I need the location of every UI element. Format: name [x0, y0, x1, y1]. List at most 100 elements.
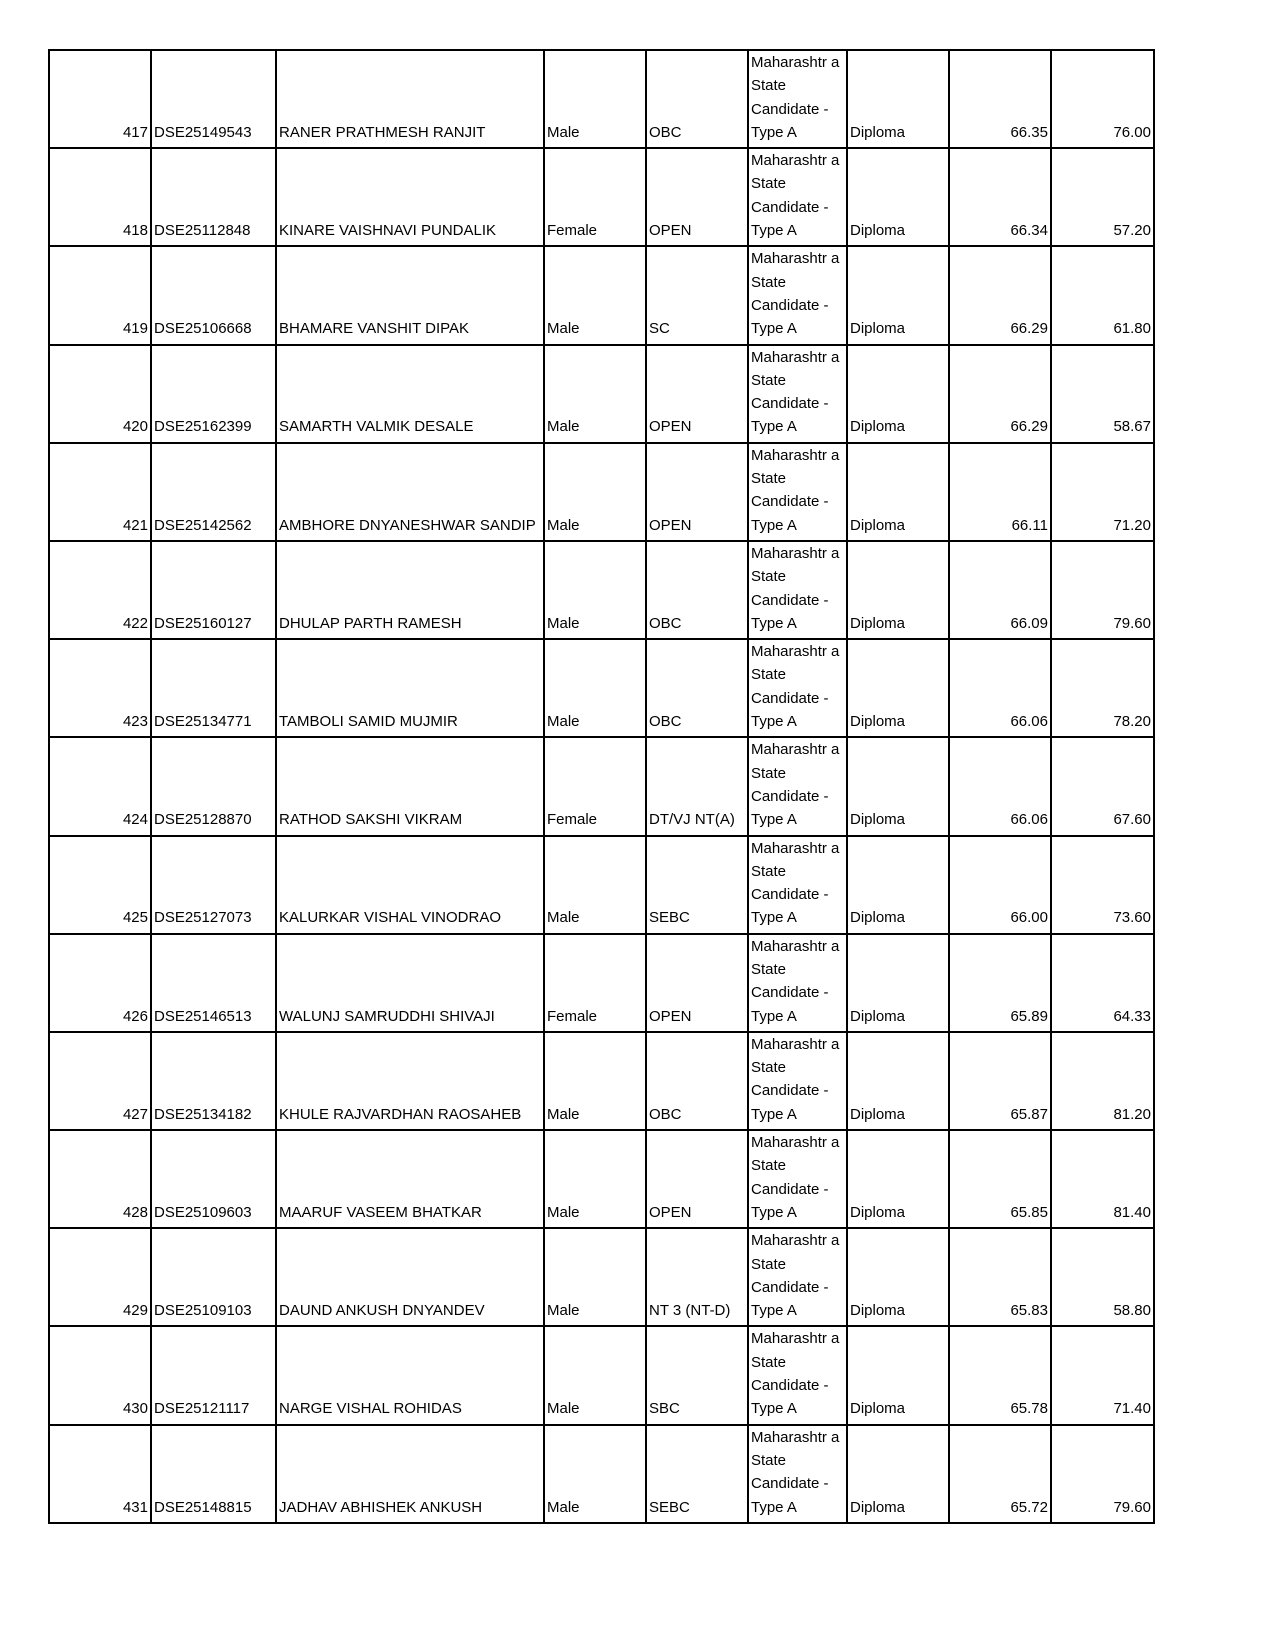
- candidate-name-cell: WALUNJ SAMRUDDHI SHIVAJI: [275, 932, 545, 1033]
- marks-cell: 57.20: [1050, 147, 1155, 248]
- gender-cell: Male: [543, 1129, 647, 1230]
- candidate-name-cell: TAMBOLI SAMID MUJMIR: [275, 638, 545, 739]
- application-id-cell: DSE25160127: [150, 539, 277, 641]
- gender-cell: Male: [543, 1030, 647, 1132]
- marks-cell: 67.60: [1050, 736, 1155, 837]
- serial-number-cell: 431: [48, 1423, 152, 1524]
- marks-cell: 78.20: [1050, 638, 1155, 739]
- qualification-cell: Diploma: [846, 932, 950, 1033]
- serial-number-cell: 419: [48, 245, 152, 346]
- candidature-type-cell: Maharashtr a State Candidate - Type A: [747, 245, 848, 346]
- candidature-type-cell: Maharashtr a State Candidate - Type A: [747, 539, 848, 641]
- candidate-name-cell: KHULE RAJVARDHAN RAOSAHEB: [275, 1030, 545, 1132]
- serial-number-cell: 418: [48, 147, 152, 248]
- qualification-cell: Diploma: [846, 1030, 950, 1132]
- table-row: 427 DSE25134182 KHULE RAJVARDHAN RAOSAHEB M…: [48, 1030, 1155, 1132]
- serial-number-cell: 422: [48, 539, 152, 641]
- qualification-cell: Diploma: [846, 539, 950, 641]
- table-row: 425 DSE25127073 KALURKAR VISHAL VINODRAO Ma…: [48, 834, 1155, 935]
- marks-cell: 76.00: [1050, 48, 1155, 150]
- category-cell: SC: [645, 245, 749, 346]
- candidate-name-cell: RANER PRATHMESH RANJIT: [275, 48, 545, 150]
- candidate-name-cell: DHULAP PARTH RAMESH: [275, 539, 545, 641]
- gender-cell: Male: [543, 1227, 647, 1328]
- table-row: 423 DSE25134771 TAMBOLI SAMID MUJMIR Male OB…: [48, 638, 1155, 739]
- gender-cell: Male: [543, 245, 647, 346]
- marks-cell: 79.60: [1050, 539, 1155, 641]
- serial-number-cell: 423: [48, 638, 152, 739]
- application-id-cell: DSE25142562: [150, 441, 277, 542]
- candidature-type-cell: Maharashtr a State Candidate - Type A: [747, 1423, 848, 1524]
- qualification-cell: Diploma: [846, 343, 950, 444]
- qualification-cell: Diploma: [846, 441, 950, 542]
- category-cell: OBC: [645, 638, 749, 739]
- candidature-type-cell: Maharashtr a State Candidate - Type A: [747, 147, 848, 248]
- score-cell: 66.06: [948, 736, 1052, 837]
- table-row: 430 DSE25121117 NARGE VISHAL ROHIDAS Male SB…: [48, 1325, 1155, 1426]
- table-row: 420 DSE25162399 SAMARTH VALMIK DESALE Male O…: [48, 343, 1155, 444]
- merit-list-table: 417 DSE25149543 RANER PRATHMESH RANJIT Male…: [48, 48, 1155, 1524]
- qualification-cell: Diploma: [846, 834, 950, 935]
- serial-number-cell: 424: [48, 736, 152, 837]
- score-cell: 66.29: [948, 245, 1052, 346]
- score-cell: 65.72: [948, 1423, 1052, 1524]
- serial-number-cell: 420: [48, 343, 152, 444]
- table-row: 424 DSE25128870 RATHOD SAKSHI VIKRAM Female…: [48, 736, 1155, 837]
- serial-number-cell: 425: [48, 834, 152, 935]
- table-row: 431 DSE25148815 JADHAV ABHISHEK ANKUSH Male…: [48, 1423, 1155, 1524]
- category-cell: OPEN: [645, 147, 749, 248]
- candidature-type-cell: Maharashtr a State Candidate - Type A: [747, 1129, 848, 1230]
- marks-cell: 71.20: [1050, 441, 1155, 542]
- score-cell: 66.06: [948, 638, 1052, 739]
- marks-cell: 81.20: [1050, 1030, 1155, 1132]
- score-cell: 65.83: [948, 1227, 1052, 1328]
- category-cell: OPEN: [645, 441, 749, 542]
- application-id-cell: DSE25134771: [150, 638, 277, 739]
- score-cell: 66.11: [948, 441, 1052, 542]
- serial-number-cell: 417: [48, 48, 152, 150]
- qualification-cell: Diploma: [846, 736, 950, 837]
- score-cell: 66.00: [948, 834, 1052, 935]
- gender-cell: Male: [543, 441, 647, 542]
- table-row: 426 DSE25146513 WALUNJ SAMRUDDHI SHIVAJI Fe…: [48, 932, 1155, 1033]
- category-cell: OBC: [645, 48, 749, 150]
- gender-cell: Male: [543, 834, 647, 935]
- score-cell: 65.85: [948, 1129, 1052, 1230]
- category-cell: OPEN: [645, 343, 749, 444]
- score-cell: 65.89: [948, 932, 1052, 1033]
- table-row: 422 DSE25160127 DHULAP PARTH RAMESH Male OBC…: [48, 539, 1155, 641]
- qualification-cell: Diploma: [846, 1325, 950, 1426]
- marks-cell: 73.60: [1050, 834, 1155, 935]
- marks-cell: 81.40: [1050, 1129, 1155, 1230]
- application-id-cell: DSE25109103: [150, 1227, 277, 1328]
- gender-cell: Male: [543, 343, 647, 444]
- application-id-cell: DSE25148815: [150, 1423, 277, 1524]
- marks-cell: 58.80: [1050, 1227, 1155, 1328]
- marks-cell: 64.33: [1050, 932, 1155, 1033]
- serial-number-cell: 430: [48, 1325, 152, 1426]
- serial-number-cell: 429: [48, 1227, 152, 1328]
- score-cell: 65.78: [948, 1325, 1052, 1426]
- marks-cell: 71.40: [1050, 1325, 1155, 1426]
- application-id-cell: DSE25109603: [150, 1129, 277, 1230]
- category-cell: SBC: [645, 1325, 749, 1426]
- qualification-cell: Diploma: [846, 147, 950, 248]
- qualification-cell: Diploma: [846, 1129, 950, 1230]
- serial-number-cell: 421: [48, 441, 152, 542]
- candidature-type-cell: Maharashtr a State Candidate - Type A: [747, 1030, 848, 1132]
- candidate-name-cell: SAMARTH VALMIK DESALE: [275, 343, 545, 444]
- score-cell: 66.35: [948, 48, 1052, 150]
- application-id-cell: DSE25134182: [150, 1030, 277, 1132]
- category-cell: NT 3 (NT-D): [645, 1227, 749, 1328]
- table-row: 417 DSE25149543 RANER PRATHMESH RANJIT Male…: [48, 48, 1155, 150]
- candidate-name-cell: KALURKAR VISHAL VINODRAO: [275, 834, 545, 935]
- category-cell: OBC: [645, 539, 749, 641]
- gender-cell: Male: [543, 638, 647, 739]
- table-row: 421 DSE25142562 AMBHORE DNYANESHWAR SANDIP…: [48, 441, 1155, 542]
- candidate-name-cell: JADHAV ABHISHEK ANKUSH: [275, 1423, 545, 1524]
- candidature-type-cell: Maharashtr a State Candidate - Type A: [747, 1325, 848, 1426]
- serial-number-cell: 426: [48, 932, 152, 1033]
- gender-cell: Male: [543, 1423, 647, 1524]
- gender-cell: Male: [543, 539, 647, 641]
- serial-number-cell: 428: [48, 1129, 152, 1230]
